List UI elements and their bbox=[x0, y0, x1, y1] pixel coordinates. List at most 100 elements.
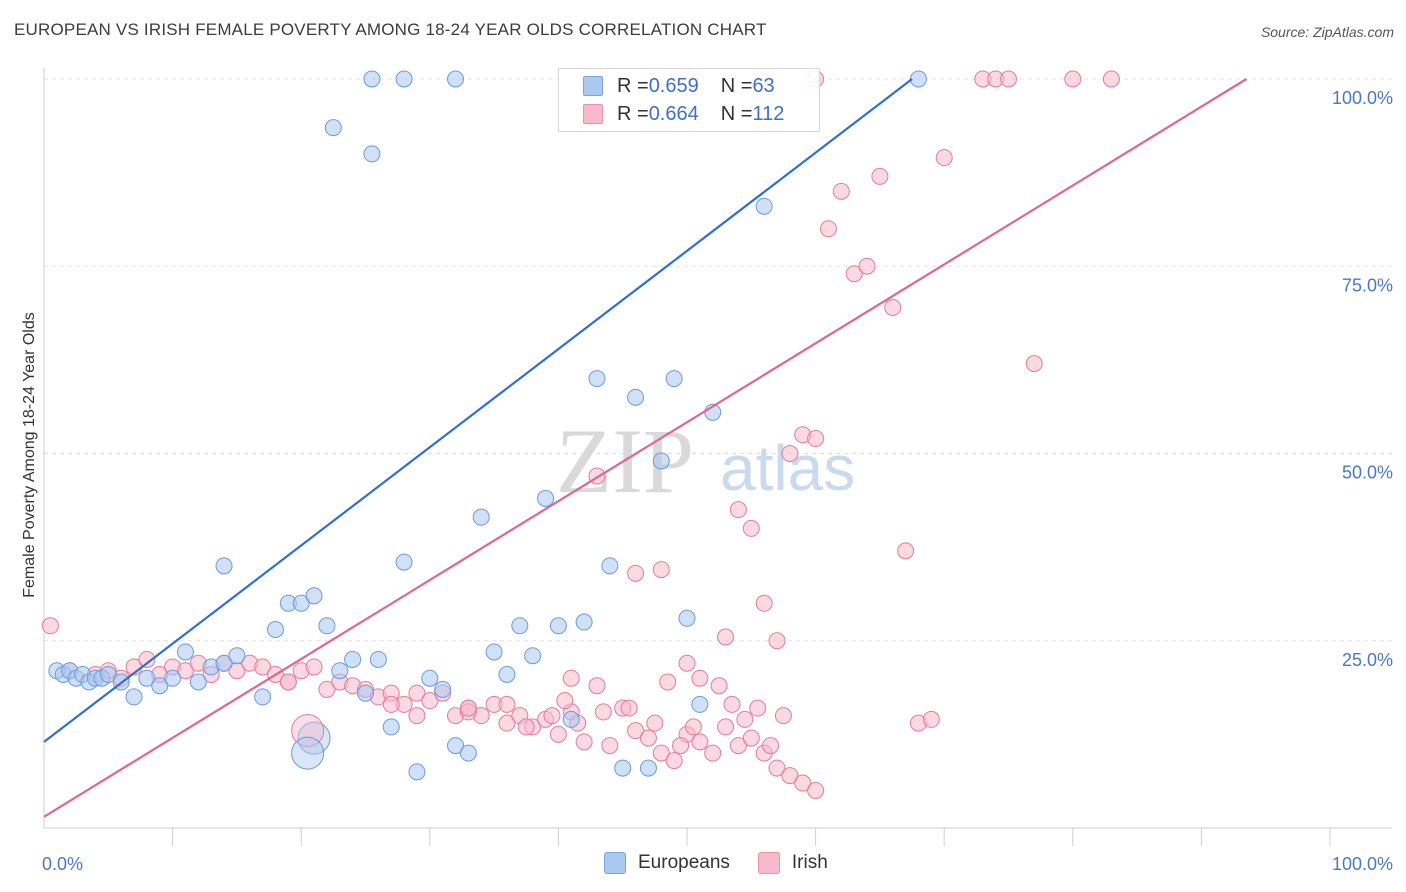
point-irish[interactable] bbox=[774, 707, 792, 725]
point-europeans[interactable] bbox=[601, 557, 619, 575]
point-irish[interactable] bbox=[684, 718, 702, 736]
point-cluster-europeans[interactable] bbox=[291, 736, 325, 770]
point-irish[interactable] bbox=[498, 714, 516, 732]
point-europeans[interactable] bbox=[363, 70, 381, 88]
point-irish[interactable] bbox=[819, 220, 837, 238]
point-europeans[interactable] bbox=[215, 557, 233, 575]
point-europeans[interactable] bbox=[755, 197, 773, 215]
point-europeans[interactable] bbox=[537, 489, 555, 507]
point-irish[interactable] bbox=[665, 752, 683, 770]
point-europeans[interactable] bbox=[189, 673, 207, 691]
point-europeans[interactable] bbox=[369, 650, 387, 668]
point-irish[interactable] bbox=[691, 669, 709, 687]
point-irish[interactable] bbox=[749, 699, 767, 717]
point-europeans[interactable] bbox=[254, 688, 272, 706]
point-europeans[interactable] bbox=[305, 587, 323, 605]
point-europeans[interactable] bbox=[447, 737, 465, 755]
point-irish[interactable] bbox=[408, 707, 426, 725]
point-irish[interactable] bbox=[305, 658, 323, 676]
point-irish[interactable] bbox=[318, 680, 336, 698]
point-europeans[interactable] bbox=[363, 145, 381, 163]
point-irish[interactable] bbox=[884, 298, 902, 316]
point-irish[interactable] bbox=[652, 561, 670, 579]
point-irish[interactable] bbox=[41, 617, 59, 635]
point-irish[interactable] bbox=[768, 632, 786, 650]
point-europeans[interactable] bbox=[164, 669, 182, 687]
point-irish[interactable] bbox=[845, 265, 863, 283]
point-europeans[interactable] bbox=[421, 669, 439, 687]
point-irish[interactable] bbox=[382, 695, 400, 713]
legend-item-irish[interactable]: Irish bbox=[757, 852, 828, 874]
point-irish[interactable] bbox=[588, 677, 606, 695]
point-europeans[interactable] bbox=[99, 665, 117, 683]
point-europeans[interactable] bbox=[614, 759, 632, 777]
point-irish[interactable] bbox=[620, 699, 638, 717]
point-europeans[interactable] bbox=[665, 370, 683, 388]
point-europeans[interactable] bbox=[639, 759, 657, 777]
point-europeans[interactable] bbox=[176, 643, 194, 661]
point-irish[interactable] bbox=[575, 733, 593, 751]
point-europeans[interactable] bbox=[228, 647, 246, 665]
point-irish[interactable] bbox=[742, 519, 760, 537]
point-irish[interactable] bbox=[781, 767, 799, 785]
point-irish[interactable] bbox=[935, 149, 953, 167]
point-irish[interactable] bbox=[556, 692, 574, 710]
point-europeans[interactable] bbox=[909, 70, 927, 88]
point-europeans[interactable] bbox=[266, 621, 284, 639]
point-europeans[interactable] bbox=[472, 508, 490, 526]
point-irish[interactable] bbox=[176, 662, 194, 680]
point-irish[interactable] bbox=[1102, 70, 1120, 88]
point-europeans[interactable] bbox=[691, 695, 709, 713]
point-irish[interactable] bbox=[1064, 70, 1082, 88]
point-irish[interactable] bbox=[1025, 355, 1043, 373]
point-irish[interactable] bbox=[871, 167, 889, 185]
point-irish[interactable] bbox=[858, 257, 876, 275]
point-europeans[interactable] bbox=[382, 718, 400, 736]
point-irish[interactable] bbox=[543, 707, 561, 725]
point-europeans[interactable] bbox=[357, 684, 374, 702]
point-europeans[interactable] bbox=[498, 665, 516, 683]
point-europeans[interactable] bbox=[627, 388, 645, 406]
point-irish[interactable] bbox=[459, 699, 477, 717]
point-europeans[interactable] bbox=[151, 677, 169, 695]
point-irish[interactable] bbox=[678, 654, 696, 672]
point-europeans[interactable] bbox=[447, 70, 465, 88]
point-europeans[interactable] bbox=[652, 452, 670, 470]
point-cluster-irish[interactable] bbox=[291, 714, 325, 748]
point-irish[interactable] bbox=[408, 684, 426, 702]
point-europeans[interactable] bbox=[331, 662, 349, 680]
point-irish[interactable] bbox=[704, 744, 722, 762]
point-irish[interactable] bbox=[646, 714, 664, 732]
point-irish[interactable] bbox=[768, 759, 786, 777]
point-irish[interactable] bbox=[717, 628, 735, 646]
point-irish[interactable] bbox=[672, 737, 690, 755]
point-irish[interactable] bbox=[254, 658, 272, 676]
point-irish[interactable] bbox=[594, 703, 612, 721]
point-irish[interactable] bbox=[794, 774, 812, 792]
point-irish[interactable] bbox=[691, 733, 709, 751]
point-irish[interactable] bbox=[832, 182, 850, 200]
point-europeans[interactable] bbox=[434, 680, 452, 698]
point-irish[interactable] bbox=[652, 744, 670, 762]
point-irish[interactable] bbox=[421, 692, 439, 710]
point-europeans[interactable] bbox=[459, 744, 477, 762]
point-europeans[interactable] bbox=[562, 710, 580, 728]
point-irish[interactable] bbox=[807, 782, 825, 800]
point-irish[interactable] bbox=[710, 677, 728, 695]
point-europeans[interactable] bbox=[138, 669, 156, 687]
point-irish[interactable] bbox=[639, 729, 657, 747]
point-europeans[interactable] bbox=[549, 617, 567, 635]
point-europeans[interactable] bbox=[324, 119, 342, 137]
point-europeans[interactable] bbox=[395, 553, 413, 571]
point-irish[interactable] bbox=[729, 501, 747, 519]
point-irish[interactable] bbox=[517, 718, 535, 736]
point-europeans[interactable] bbox=[678, 609, 696, 627]
point-irish[interactable] bbox=[807, 430, 825, 448]
point-europeans[interactable] bbox=[318, 617, 336, 635]
point-europeans[interactable] bbox=[575, 613, 593, 631]
point-irish[interactable] bbox=[897, 542, 915, 560]
point-irish[interactable] bbox=[659, 673, 677, 691]
point-irish[interactable] bbox=[755, 594, 773, 612]
point-irish[interactable] bbox=[562, 669, 580, 687]
point-europeans[interactable] bbox=[408, 763, 426, 781]
